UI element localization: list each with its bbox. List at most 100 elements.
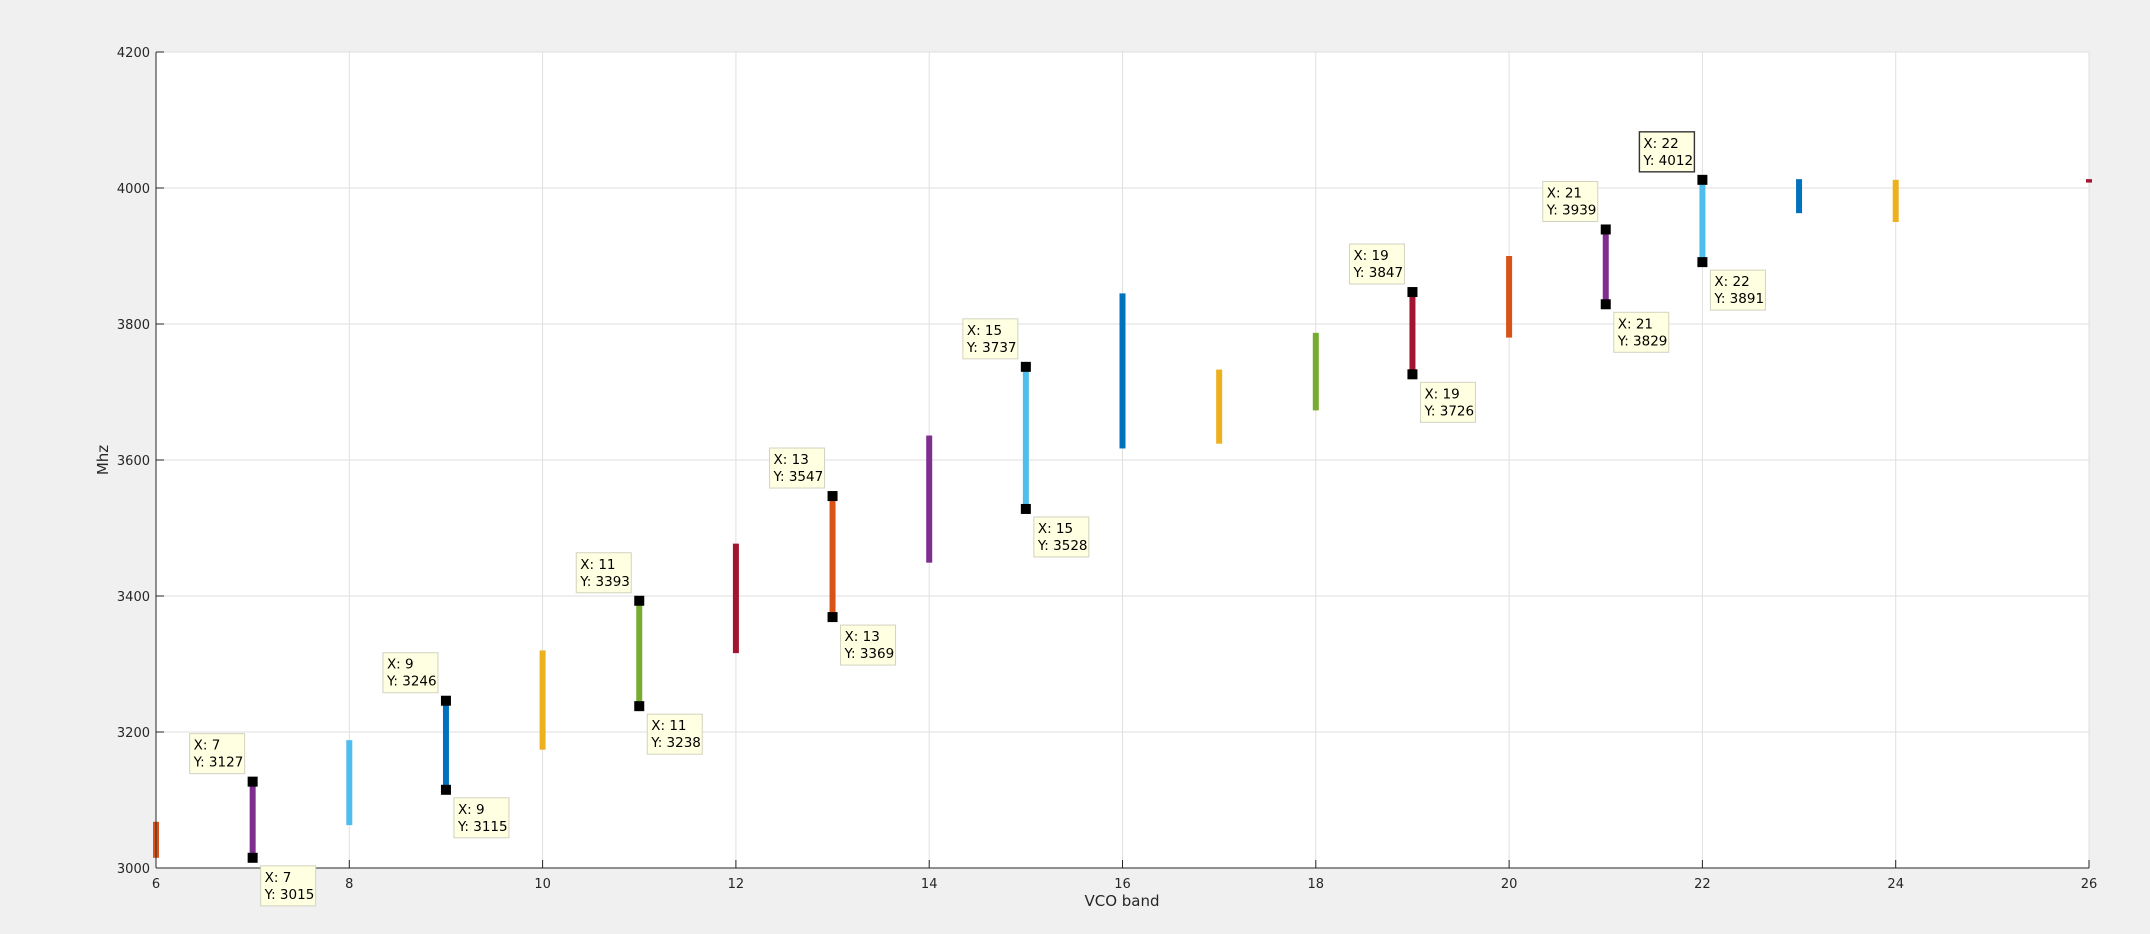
data-tip-x: X: 11	[651, 718, 686, 734]
x-tick-label: 16	[1114, 877, 1131, 892]
data-tip-y: Y: 3939	[1546, 202, 1597, 218]
range-bar	[2086, 179, 2092, 183]
data-tip: X: 15Y: 3737	[962, 318, 1031, 372]
data-tip-y: Y: 3127	[193, 755, 244, 771]
range-bar	[1602, 229, 1609, 305]
data-tip-x: X: 7	[265, 870, 292, 886]
data-tip-box	[382, 652, 439, 694]
data-tip-y: Y: 3847	[1352, 265, 1403, 281]
data-tip-y: Y: 3547	[773, 469, 824, 485]
data-tip: X: 19Y: 3847	[1348, 243, 1418, 298]
range-bar	[1409, 292, 1416, 375]
data-tip: X: 21Y: 3829	[1600, 299, 1670, 353]
range-bar	[732, 543, 739, 654]
data-tip: X: 11Y: 3238	[634, 701, 703, 755]
data-tip: X: 7Y: 3127	[189, 733, 258, 787]
data-tip-y: Y: 3238	[650, 735, 701, 751]
data-tip-marker	[827, 491, 838, 502]
x-tick-label: 10	[534, 877, 551, 892]
data-tip-x: X: 21	[1547, 185, 1582, 201]
data-tip-marker	[634, 701, 645, 712]
data-tip: X: 11Y: 3393	[575, 552, 645, 606]
data-tip-x: X: 15	[1038, 521, 1073, 537]
data-tip: X: 9Y: 3246	[382, 652, 451, 706]
data-tip: X: 21Y: 3939	[1542, 180, 1611, 235]
data-tip-marker	[1697, 257, 1708, 268]
frequency-range-bars	[153, 179, 2092, 858]
data-tip-marker	[1020, 361, 1031, 372]
data-tip-box	[1709, 269, 1766, 311]
data-tip-marker	[1407, 287, 1418, 298]
range-bar	[926, 435, 933, 563]
data-tip-marker	[1600, 299, 1611, 310]
range-bar	[1312, 332, 1319, 411]
x-tick-label: 8	[345, 877, 353, 892]
data-tip-marker	[1020, 503, 1031, 514]
range-bar	[1506, 256, 1513, 338]
range-bar	[1022, 366, 1029, 509]
data-tip-x: X: 22	[1714, 274, 1749, 290]
data-tip-box	[962, 318, 1019, 360]
data-tip-marker	[1600, 224, 1611, 235]
data-tip-y: Y: 4012	[1642, 153, 1693, 169]
data-tip: X: 9Y: 3115	[440, 784, 510, 839]
axes: 6 8 10 12 14 16 18 20 22 24 26 3000 3200 3400 3600 3800…	[117, 46, 2097, 892]
x-tick-label: 24	[1887, 877, 1904, 892]
data-tip-box	[1419, 381, 1476, 423]
data-tip-y: Y: 3737	[966, 340, 1017, 356]
x-tick-label: 26	[2081, 877, 2098, 892]
data-tip-marker	[1697, 174, 1708, 185]
data-tip-y: Y: 3891	[1713, 291, 1764, 307]
y-tick-label: 3000	[117, 862, 150, 877]
data-tip-x: X: 13	[774, 452, 809, 468]
data-tip-x: X: 9	[387, 657, 414, 673]
data-tip-y: Y: 3246	[386, 674, 437, 690]
data-tip-box	[1542, 180, 1599, 222]
range-bar	[1796, 179, 1803, 214]
x-tick-label: 14	[921, 877, 938, 892]
data-tip-y: Y: 3726	[1423, 403, 1474, 419]
data-tip-marker	[247, 776, 258, 787]
data-tip-y: Y: 3015	[264, 887, 315, 903]
data-tip-y: Y: 3528	[1037, 538, 1088, 554]
data-tip-x: X: 7	[194, 738, 221, 754]
data-tip-box	[1033, 516, 1090, 558]
y-tick-label: 4000	[117, 182, 150, 197]
x-tick-label: 22	[1694, 877, 1711, 892]
data-tip-x: X: 15	[967, 323, 1002, 339]
y-tick-label: 3200	[117, 726, 150, 741]
range-bar	[829, 496, 836, 618]
data-tip-box	[840, 624, 897, 666]
data-tip-marker	[247, 852, 258, 863]
range-bar	[1892, 179, 1899, 222]
x-tick-label: 18	[1308, 877, 1325, 892]
data-tip: X: 15Y: 3528	[1020, 503, 1090, 558]
data-tip: X: 22Y: 4012	[1638, 131, 1708, 185]
data-tip-box	[189, 733, 246, 775]
y-tick-label: 3800	[117, 318, 150, 333]
y-tick-label: 4200	[117, 46, 150, 61]
x-tick-label: 12	[728, 877, 745, 892]
data-tip-y: Y: 3829	[1617, 333, 1668, 349]
data-tip-x: X: 13	[845, 629, 880, 645]
data-tip-marker	[440, 695, 451, 706]
data-tip-x: X: 21	[1618, 316, 1653, 332]
y-tick-label: 3600	[117, 454, 150, 469]
data-tip: X: 22Y: 3891	[1697, 257, 1766, 311]
range-bar	[1216, 369, 1223, 444]
data-tip-marker	[1407, 369, 1418, 380]
data-tip: X: 7Y: 3015	[247, 852, 317, 907]
y-tick-label: 3400	[117, 590, 150, 605]
range-bar	[1119, 293, 1126, 449]
data-tip-y: Y: 3369	[844, 646, 895, 662]
range-bar	[249, 781, 256, 858]
y-axis-label: Mhz	[94, 445, 112, 475]
data-tip: X: 19Y: 3726	[1407, 369, 1476, 423]
x-tick-label: 6	[152, 877, 160, 892]
data-tip-y: Y: 3115	[457, 819, 508, 835]
range-bar	[539, 650, 546, 750]
x-axis-label: VCO band	[1084, 892, 1159, 910]
data-tip-marker	[634, 595, 645, 606]
